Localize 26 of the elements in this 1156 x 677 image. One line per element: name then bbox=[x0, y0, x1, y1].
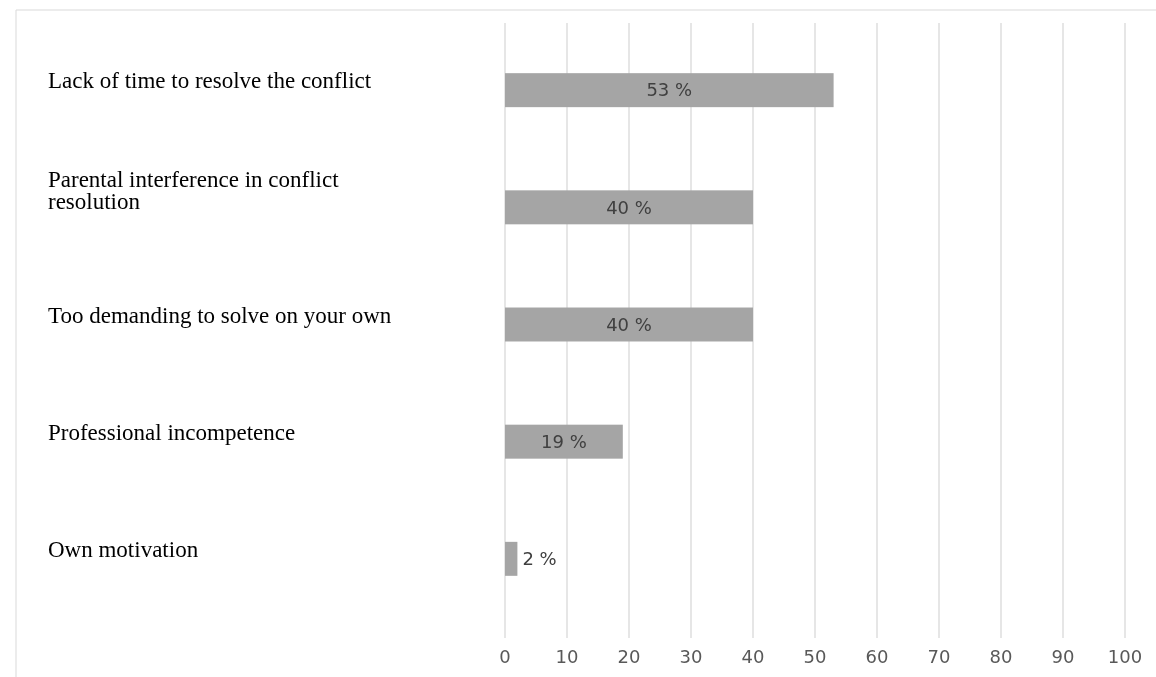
bar bbox=[505, 541, 518, 576]
y-tick-label: Own motivation bbox=[48, 536, 199, 562]
x-tick-label: 60 bbox=[865, 646, 889, 667]
x-tick-label: 100 bbox=[1107, 646, 1143, 667]
bar bbox=[505, 190, 753, 225]
x-tick-label: 30 bbox=[679, 646, 703, 667]
data-label: 40 % bbox=[606, 313, 652, 335]
y-tick-label: Parental interference in conflict resolution bbox=[48, 167, 340, 215]
data-label: 19 % bbox=[541, 430, 587, 452]
x-tick-label: 80 bbox=[989, 646, 1013, 667]
bar bbox=[505, 424, 623, 459]
bar bbox=[505, 73, 834, 108]
x-tick-label: 90 bbox=[1051, 646, 1075, 667]
x-tick-label: 0 bbox=[499, 646, 511, 667]
data-label: 53 % bbox=[646, 79, 693, 101]
y-tick-label: Professional incompetence bbox=[48, 419, 296, 445]
y-tick-label: Too demanding to solve on your own bbox=[48, 302, 392, 328]
bar bbox=[505, 307, 753, 342]
x-tick-label: 70 bbox=[927, 646, 951, 667]
data-label: 2 % bbox=[522, 548, 557, 570]
data-label: 40 % bbox=[606, 196, 652, 218]
x-tick-label: 20 bbox=[617, 646, 641, 667]
x-tick-label: 50 bbox=[803, 646, 827, 667]
y-tick-label: Lack of time to resolve the conflict bbox=[48, 68, 372, 94]
x-tick-label: 10 bbox=[555, 646, 579, 667]
x-tick-label: 40 bbox=[741, 646, 765, 667]
